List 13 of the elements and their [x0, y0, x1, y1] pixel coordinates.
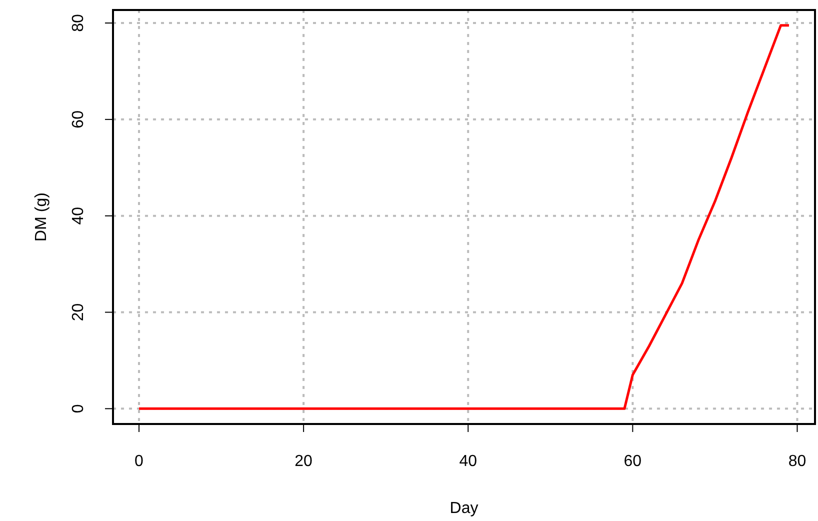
line-series [138, 24, 790, 410]
y-tick-label: 40 [70, 206, 87, 225]
y-tick-label: 20 [70, 303, 87, 322]
x-axis-title: Day [450, 500, 478, 517]
x-tick-label: 20 [294, 453, 313, 470]
y-tick-label: 60 [70, 110, 87, 128]
x-tick-label: 0 [134, 453, 144, 470]
x-tick-label: 40 [459, 453, 478, 470]
x-tick-label: 60 [624, 453, 642, 470]
x-tick-label: 80 [788, 453, 806, 470]
y-axis-title: DM (g) [33, 192, 50, 242]
y-tick-label: 0 [70, 404, 87, 414]
y-tick-label: 80 [70, 14, 87, 32]
